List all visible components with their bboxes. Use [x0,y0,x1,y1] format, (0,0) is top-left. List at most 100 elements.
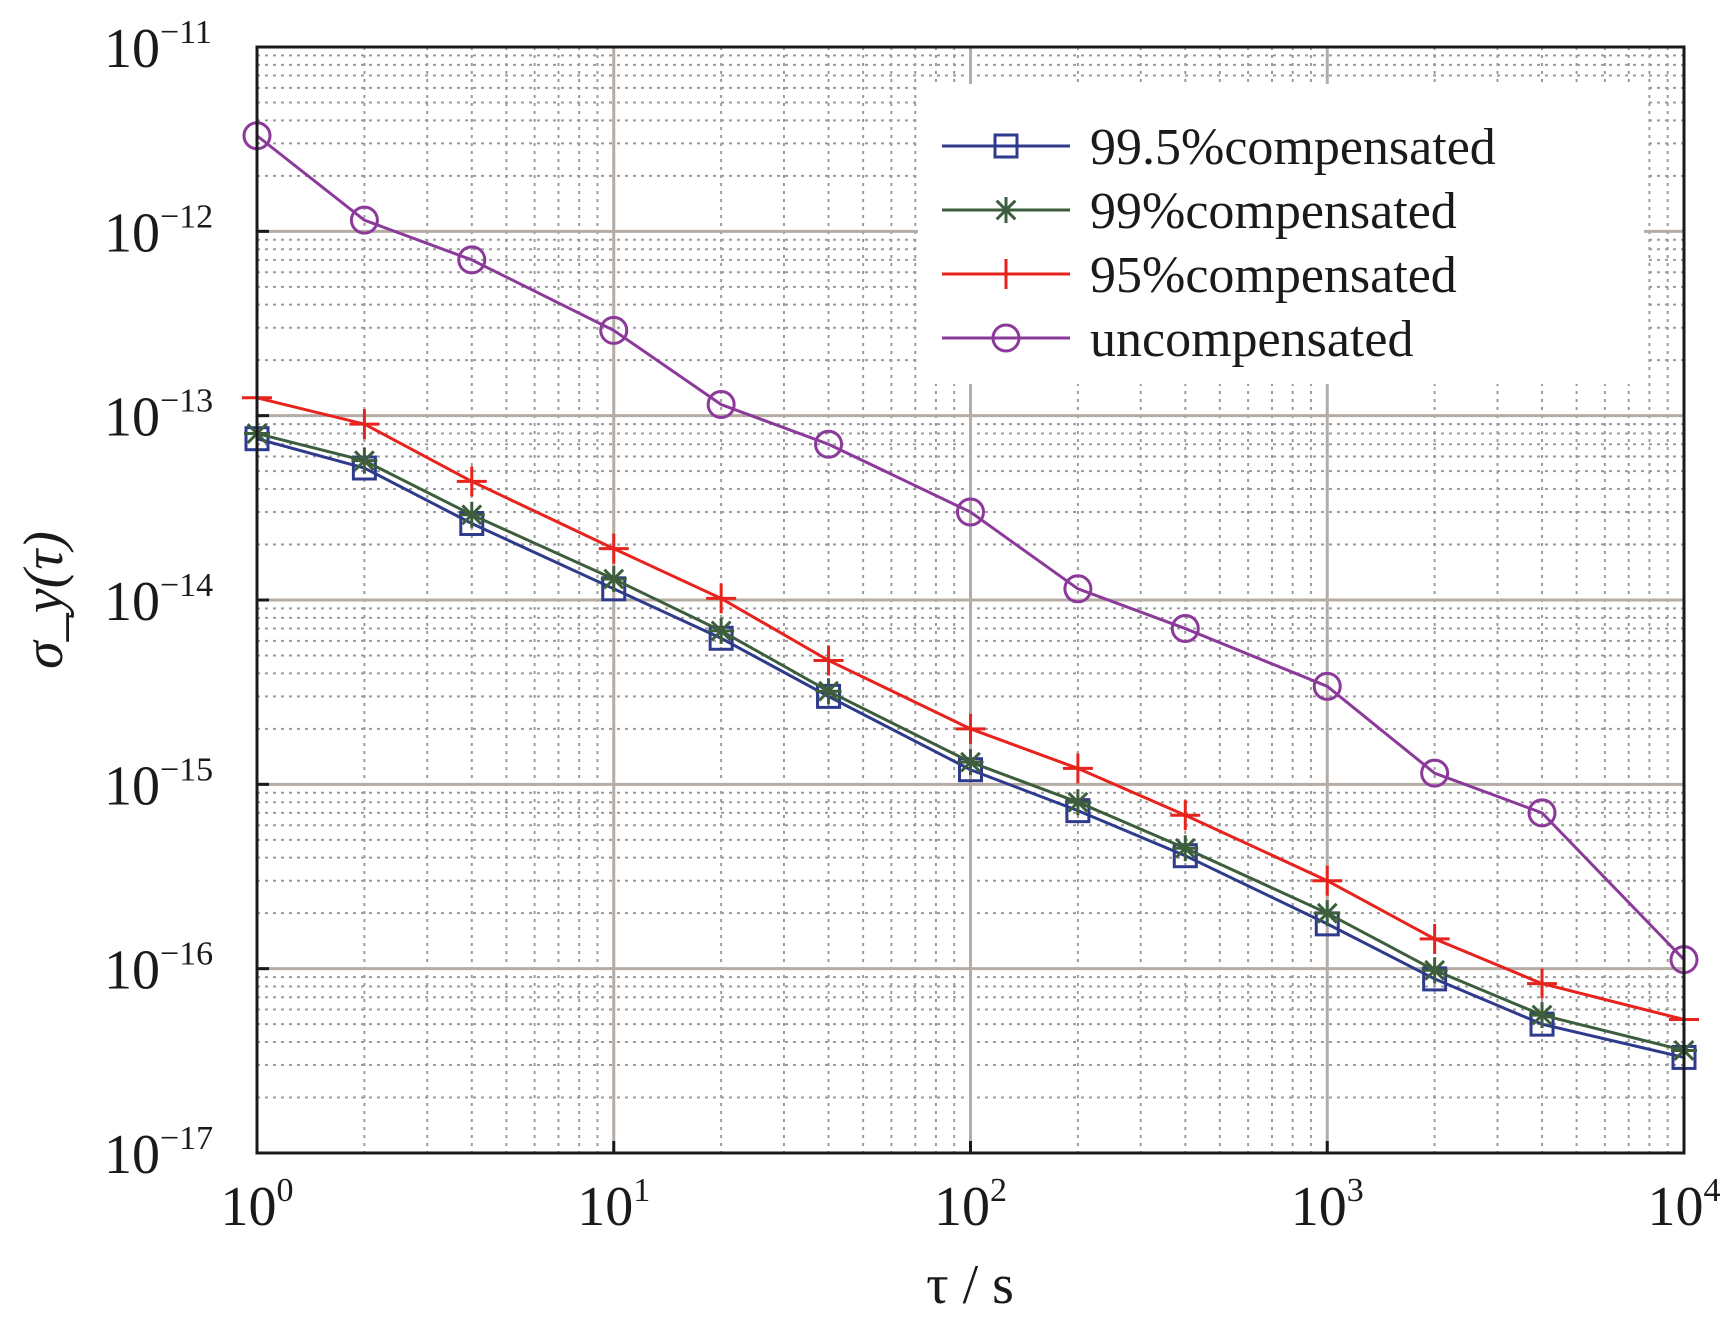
y-axis-title: σ_y(τ) [13,531,75,669]
data-point [598,533,629,564]
asterisk-marker-d2 [995,199,1017,221]
asterisk-marker-d2 [710,620,732,642]
x-tick-exponent: 1 [633,1172,650,1209]
data-point [957,749,984,776]
legend-marker [991,323,1021,353]
legend-label: uncompensated [1090,311,1413,368]
x-tick-exponent: 2 [990,1172,1007,1209]
data-point [599,315,629,345]
data-point [1312,865,1343,896]
data-point [708,617,735,644]
data-point [706,389,736,419]
y-tick-label: 10−14 [104,567,213,633]
legend-box [918,84,1644,384]
x-tick-label: 100 [221,1172,294,1238]
data-point [1419,923,1450,954]
asterisk-marker-d2 [1174,837,1196,859]
y-tick-base: 10 [104,755,160,817]
data-point [1527,968,1558,999]
legend-label: 95%compensated [1090,247,1457,304]
data-point [1064,789,1091,816]
data-point [1314,900,1341,927]
data-point [600,565,627,592]
series-layer [242,121,1699,1070]
y-tick-label: 10−13 [104,383,213,449]
legend-item: 99%compensated [942,183,1457,240]
data-point [349,409,380,440]
data-point [1421,957,1448,984]
legend-item: 95%compensated [942,247,1457,304]
asterisk-marker-d2 [603,568,625,590]
data-point [815,678,842,705]
asterisk-marker-d2 [1067,791,1089,813]
x-tick-label: 101 [577,1172,650,1238]
x-tick-base: 10 [577,1176,633,1238]
data-point [1312,671,1342,701]
legend-item: 99.5%compensated [942,119,1496,176]
y-tick-exponent: −11 [160,14,212,51]
data-point [813,645,844,676]
y-tick-base: 10 [104,571,160,633]
data-point [456,466,487,497]
x-tick-exponent: 0 [277,1172,294,1209]
data-point [458,501,485,528]
y-tick-label: 10−16 [104,936,213,1002]
data-point [956,497,985,527]
y-tick-exponent: −15 [160,751,213,788]
data-point [351,447,378,474]
data-point [1529,1002,1556,1029]
y-tick-exponent: −13 [160,383,213,420]
asterisk-marker-d2 [461,504,483,526]
data-point [1170,800,1201,831]
x-tick-label: 104 [1648,1172,1721,1238]
data-point [1172,835,1199,862]
y-tick-exponent: −12 [160,198,213,235]
y-tick-label: 10−11 [104,14,212,80]
x-tick-base: 10 [221,1176,277,1238]
y-tick-base: 10 [104,18,160,80]
y-tick-exponent: −14 [160,567,213,604]
asterisk-marker-d2 [353,450,375,472]
x-tick-label: 103 [1291,1172,1364,1238]
y-tick-base: 10 [104,940,160,1002]
x-tick-base: 10 [1291,1176,1347,1238]
x-tick-exponent: 4 [1704,1172,1721,1209]
x-tick-base: 10 [1648,1176,1704,1238]
asterisk-marker-d2 [1531,1004,1553,1026]
x-tick-base: 10 [934,1176,990,1238]
asterisk-marker-d2 [960,751,981,773]
y-tick-base: 10 [104,1124,160,1186]
data-point [1420,758,1450,788]
data-point [1062,753,1093,784]
y-tick-exponent: −17 [160,1120,213,1157]
asterisk-marker-d2 [818,680,839,702]
data-point [814,429,844,459]
data-point [1063,574,1093,604]
data-point [1170,614,1200,644]
x-axis-title: τ / s [926,1254,1014,1316]
legend-item: uncompensated [942,311,1413,368]
x-tick-label: 102 [934,1172,1007,1238]
y-tick-label: 10−17 [104,1120,213,1186]
legend-marker [993,197,1019,223]
legend: 99.5%compensated 99%compensated 95%compens… [918,84,1644,384]
asterisk-marker-d2 [1424,959,1446,981]
series-95-compensated [242,382,1699,1035]
y-tick-label: 10−15 [104,751,213,817]
y-tick-base: 10 [104,202,160,264]
y-tick-base: 10 [104,387,160,449]
series-line [256,134,1686,961]
legend-label: 99%compensated [1090,183,1457,240]
data-point [1527,798,1557,828]
legend-label: 99.5%compensated [1090,119,1496,176]
legend-marker [991,259,1021,289]
legend-marker [993,133,1019,159]
y-tick-exponent: −16 [160,936,213,973]
asterisk-marker-d2 [1316,902,1338,924]
data-point [457,245,487,275]
y-axis-title-text: σ_y(τ) [13,531,75,669]
data-point [706,583,737,614]
